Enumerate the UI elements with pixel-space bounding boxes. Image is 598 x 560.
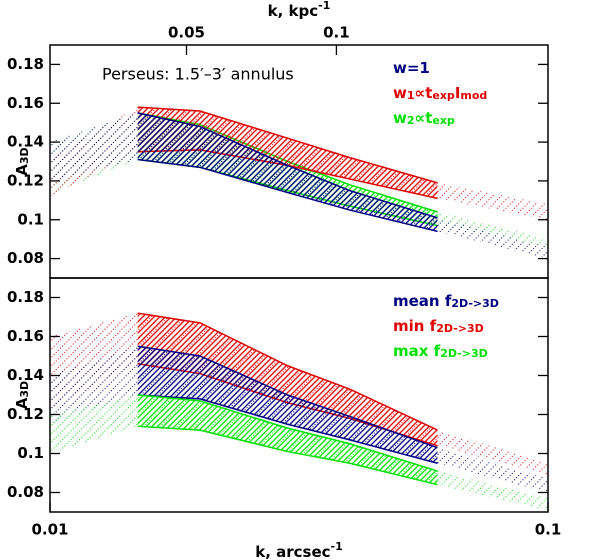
x2-tick-label: 0.1 [323, 24, 350, 42]
panel-frame [49, 277, 549, 513]
band-edge [137, 158, 438, 233]
legend-entry: max f2D->3D [393, 342, 488, 361]
text-part: w [393, 84, 407, 102]
legend-entry: w=1 [393, 59, 430, 77]
y-tick-label: 0.1 [17, 210, 44, 228]
band-solid [137, 112, 438, 233]
text-part: w [393, 109, 407, 127]
text-part: A [13, 397, 31, 409]
annotation: Perseus: 1.5′–3′ annulus [102, 65, 294, 84]
legend-entry: w2∝texp [393, 109, 455, 128]
subscript: 3D [18, 147, 31, 164]
y-tick-label: 0.14 [7, 133, 44, 151]
y-tick-label: 0.16 [7, 327, 44, 345]
y-tick-label: 0.14 [7, 366, 44, 384]
text-part: k, arcsec [255, 543, 330, 560]
x2-tick-label: 0.05 [168, 24, 205, 42]
text-part: min f [393, 317, 437, 335]
y-tick-label: 0.1 [17, 444, 44, 462]
x-tick-label: 0.1 [535, 521, 562, 539]
text-part: A [13, 164, 31, 176]
subscript: 2 [407, 114, 415, 127]
plot-area [50, 106, 548, 259]
plot-area [50, 312, 548, 511]
band-edge [137, 425, 438, 486]
text-part: w=1 [393, 59, 430, 77]
y-tick-label: 0.08 [7, 483, 44, 501]
subscript: exp [432, 114, 455, 127]
y-tick-label: 0.12 [7, 171, 44, 189]
text-part: ∝t [415, 109, 433, 127]
text-part: mean f [393, 292, 452, 310]
y-tick-label: 0.16 [7, 94, 44, 112]
band-edge [137, 312, 438, 431]
legend-entry: w1∝texpImod [393, 84, 487, 103]
text-part: k, kpc [268, 2, 319, 20]
legend-entry: mean f2D->3D [393, 292, 499, 311]
band-fill [137, 395, 438, 485]
y-axis-label: A3D [13, 381, 32, 409]
band-fill [137, 346, 438, 464]
band-solid [137, 394, 438, 486]
x-axis-label: k, arcsec-1 [255, 540, 343, 560]
x-tick-label: 0.01 [31, 521, 68, 539]
y-tick-label: 0.12 [7, 405, 44, 423]
band-edge [137, 112, 438, 219]
band-fill [137, 112, 438, 232]
subscript: 3D [18, 381, 31, 398]
band-edge [137, 106, 438, 184]
subscript: 1 [407, 89, 415, 102]
subscript: 2D->3D [451, 297, 499, 310]
band-edge [137, 394, 438, 472]
y-tick-label: 0.18 [7, 288, 44, 306]
y-axis-label: A3D [13, 147, 32, 175]
x2-axis-label: k, kpc-1 [268, 0, 331, 20]
band-solid [137, 345, 438, 465]
superscript: -1 [331, 540, 343, 553]
band-fill [137, 313, 438, 446]
text-part: I [455, 84, 461, 102]
legend-entry: min f2D->3D [393, 317, 484, 336]
y-tick-label: 0.08 [7, 249, 44, 267]
subscript: 2D->3D [440, 347, 488, 360]
y-tick-label: 0.18 [7, 55, 44, 73]
subscript: mod [460, 89, 487, 102]
subscript: 2D->3D [436, 322, 484, 335]
band-fill [137, 107, 438, 199]
text-part: ∝t [415, 84, 433, 102]
text-part: max f [393, 342, 441, 360]
subscript: exp [432, 89, 455, 102]
superscript: -1 [318, 0, 330, 12]
band-edge [137, 345, 438, 449]
band-edge [137, 394, 438, 465]
